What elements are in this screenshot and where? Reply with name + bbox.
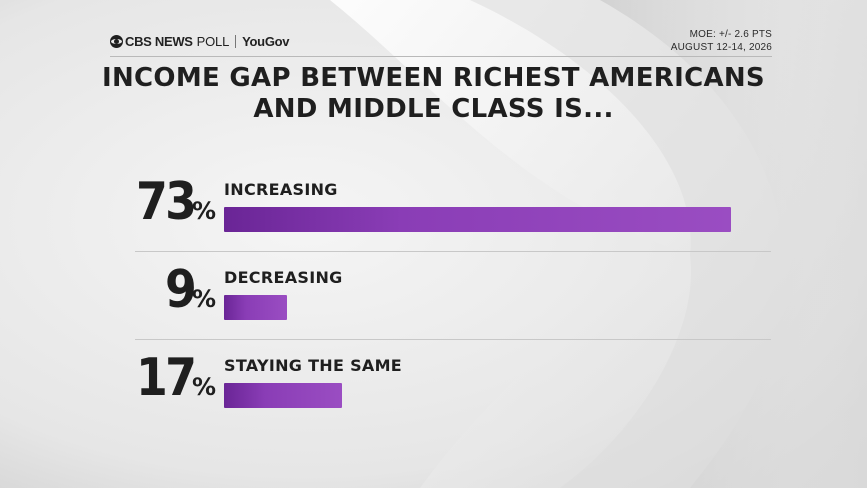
brand-poll: POLL: [196, 34, 230, 49]
bar-value-label: 17%: [128, 348, 216, 408]
chart-title-line-1: INCOME GAP BETWEEN RICHEST AMERICANS: [102, 63, 765, 93]
bar-category-label: DECREASING: [224, 268, 343, 287]
bar-row: 9% DECREASING: [0, 258, 867, 338]
row-divider: [135, 339, 771, 340]
bar-row: 73% INCREASING: [0, 170, 867, 250]
bar-value-unit: %: [191, 197, 216, 225]
bar-category-label: INCREASING: [224, 180, 338, 199]
poll-dates: AUGUST 12-14, 2026: [670, 42, 772, 53]
bar-value-number: 73: [135, 172, 197, 232]
chart-title-line-2: AND MIDDLE CLASS IS...: [253, 94, 614, 124]
bar-value-unit: %: [191, 285, 216, 313]
bar: [224, 207, 731, 232]
bar-value-unit: %: [191, 373, 216, 401]
bar: [224, 295, 287, 320]
bar-value-number: 9: [164, 260, 197, 320]
brand-separator: [235, 35, 237, 48]
bar-value-number: 17: [135, 348, 197, 408]
brand-logo: CBS NEWS POLL YouGov: [110, 34, 290, 49]
brand-yougov: YouGov: [242, 34, 290, 49]
bar-category-label: STAYING THE SAME: [224, 356, 403, 375]
cbs-eye-icon: [110, 35, 123, 48]
bar-value-label: 73%: [128, 172, 216, 232]
chart-title: INCOME GAP BETWEEN RICHEST AMERICANS AND…: [60, 63, 807, 125]
brand-cbs-news: CBS NEWS: [125, 34, 193, 49]
bar: [224, 383, 342, 408]
margin-of-error: MOE: +/- 2.6 PTS: [689, 29, 772, 40]
bar-row: 17% STAYING THE SAME: [0, 346, 867, 426]
header-bar: CBS NEWS POLL YouGov MOE: +/- 2.6 PTS AU…: [110, 26, 772, 57]
row-divider: [135, 251, 771, 252]
bar-value-label: 9%: [161, 260, 216, 320]
poll-meta: MOE: +/- 2.6 PTS AUGUST 12-14, 2026: [671, 28, 772, 54]
